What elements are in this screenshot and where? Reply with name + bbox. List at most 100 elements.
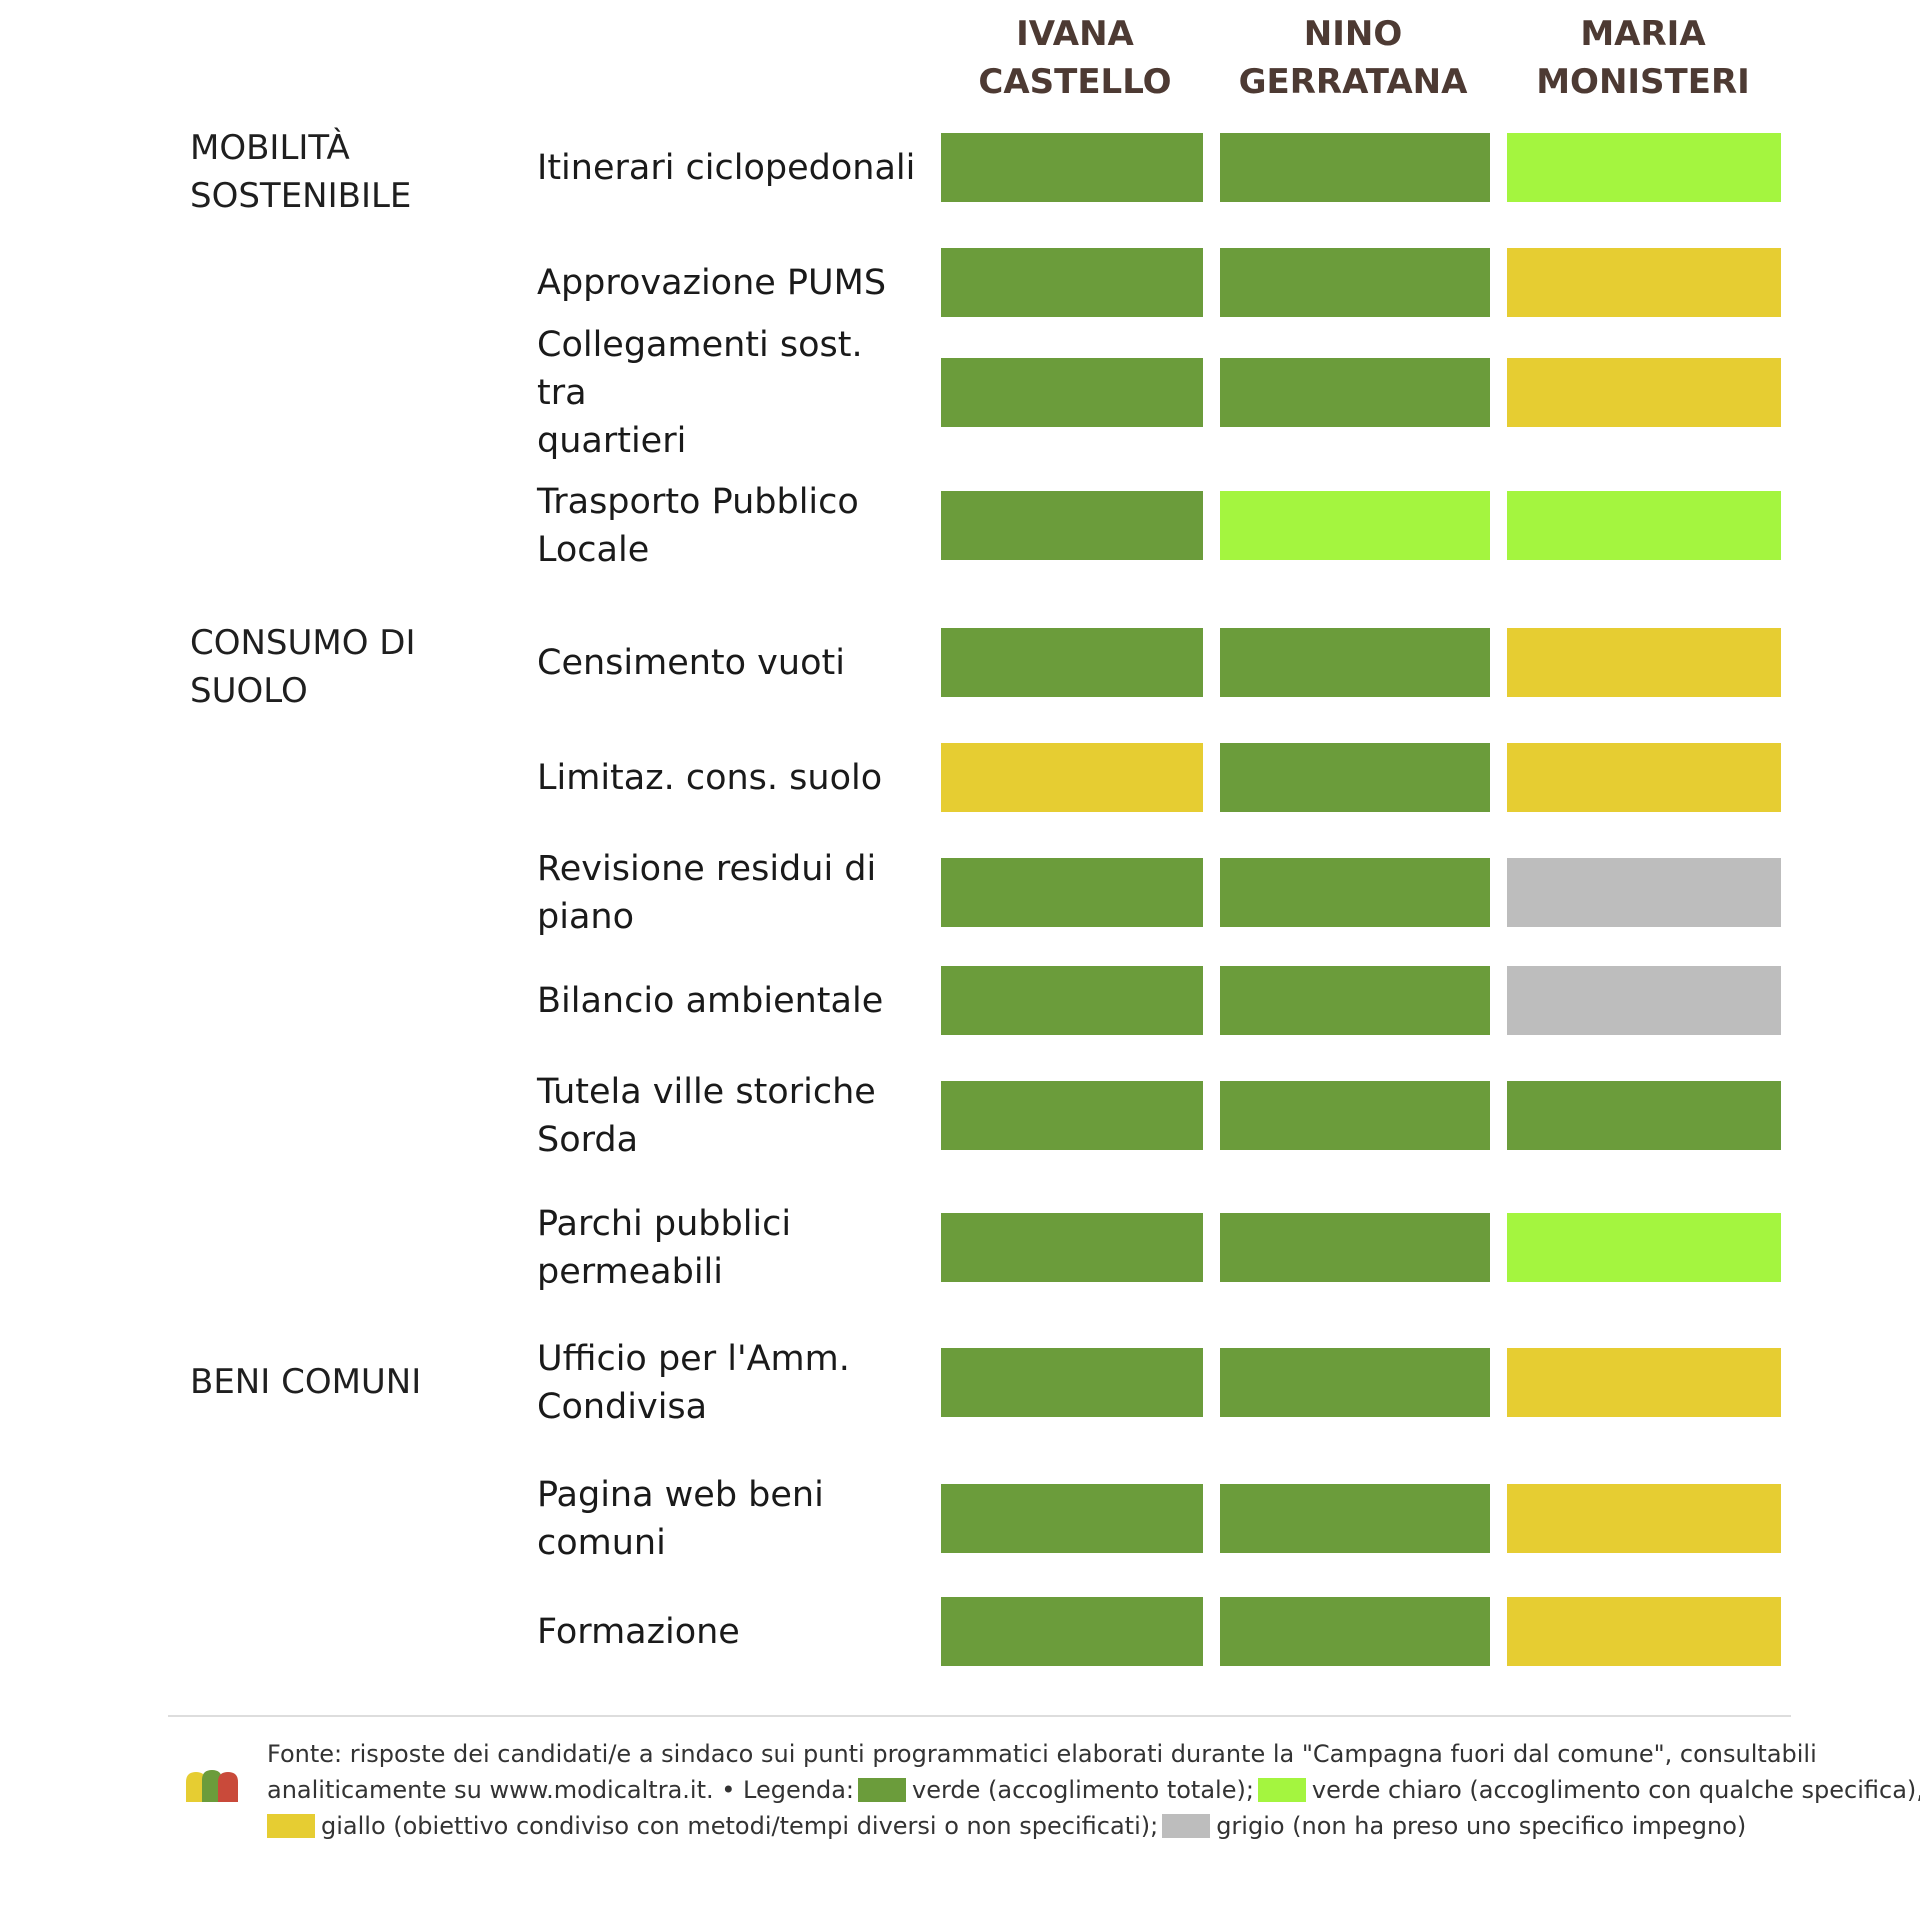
row-label: Revisione residui di piano bbox=[537, 843, 917, 943]
rating-cell bbox=[1507, 1597, 1781, 1666]
rating-cell bbox=[941, 628, 1203, 697]
footer-line-1: Fonte: risposte dei candidati/e a sindac… bbox=[267, 1740, 1817, 1768]
rating-cell bbox=[1220, 133, 1490, 202]
row-label: Parchi pubblici permeabili bbox=[537, 1198, 917, 1298]
row-label-line1: Itinerari ciclopedonali bbox=[537, 147, 916, 188]
candidate-name-line1: NINO bbox=[1303, 14, 1403, 54]
row-label-line2: Locale bbox=[537, 529, 650, 570]
rating-cell bbox=[1507, 133, 1781, 202]
rating-cell bbox=[1507, 491, 1781, 560]
row-label-line1: Censimento vuoti bbox=[537, 642, 845, 683]
rating-cell bbox=[941, 966, 1203, 1035]
rating-cell bbox=[941, 1213, 1203, 1282]
rating-cell bbox=[1507, 1484, 1781, 1553]
rating-cell bbox=[1220, 1484, 1490, 1553]
footer-line-2: analiticamente su www.modicaltra.it. • L… bbox=[267, 1772, 1920, 1808]
rating-cell bbox=[1507, 1348, 1781, 1417]
candidate-name-line2: GERRATANA bbox=[1238, 62, 1468, 102]
row-label: Trasporto Pubblico Locale bbox=[537, 476, 917, 576]
row-label: Censimento vuoti bbox=[537, 613, 917, 713]
rating-cell bbox=[941, 1597, 1203, 1666]
row-label-line1: Trasporto Pubblico bbox=[537, 481, 859, 522]
legend-swatch-verde bbox=[857, 1778, 906, 1802]
legend-label-verde: verde (accoglimento totale); bbox=[911, 1776, 1254, 1804]
row-label: Formazione bbox=[537, 1582, 917, 1682]
rating-cell bbox=[1220, 491, 1490, 560]
rating-cell bbox=[941, 133, 1203, 202]
row-label-line1: Formazione bbox=[537, 1611, 740, 1652]
legend-swatch-giallo bbox=[267, 1814, 315, 1838]
row-label-line1: Bilancio ambientale bbox=[537, 980, 884, 1021]
row-label-line1: Pagina web beni bbox=[537, 1474, 824, 1515]
rating-cell bbox=[1507, 1081, 1781, 1150]
rating-cell bbox=[1220, 1081, 1490, 1150]
category-mobilita: MOBILITÀ SOSTENIBILE bbox=[190, 124, 411, 220]
row-label-line1: Collegamenti sost. tra bbox=[537, 324, 863, 413]
candidate-header-monisteri: MARIA MONISTERI bbox=[1505, 10, 1781, 110]
rating-cell bbox=[1220, 743, 1490, 812]
legend-label-grigio: grigio (non ha preso uno specifico impeg… bbox=[1216, 1812, 1747, 1840]
row-label-line2: Sorda bbox=[537, 1119, 639, 1160]
legend-swatch-verde-chiaro bbox=[1257, 1778, 1306, 1802]
rating-cell bbox=[941, 491, 1203, 560]
rating-cell bbox=[941, 858, 1203, 927]
row-label: Itinerari ciclopedonali bbox=[537, 118, 917, 218]
row-label: Approvazione PUMS bbox=[537, 233, 917, 333]
legend-label-verde-chiaro: verde chiaro (accoglimento con qualche s… bbox=[1311, 1776, 1920, 1804]
row-label-line2: piano bbox=[537, 896, 634, 937]
row-label-line2: Condivisa bbox=[537, 1386, 708, 1427]
category-consumo-suolo: CONSUMO DI SUOLO bbox=[190, 619, 416, 715]
rating-cell bbox=[1507, 743, 1781, 812]
rating-cell bbox=[1220, 966, 1490, 1035]
row-label-line1: Approvazione PUMS bbox=[537, 262, 887, 303]
rating-cell bbox=[1220, 358, 1490, 427]
row-label: Limitaz. cons. suolo bbox=[537, 728, 917, 828]
row-label-line1: Tutela ville storiche bbox=[537, 1071, 876, 1112]
category-label-line1: MOBILITÀ bbox=[190, 128, 350, 168]
legend-swatch-grigio bbox=[1162, 1814, 1211, 1838]
row-label-line1: Parchi pubblici bbox=[537, 1203, 792, 1244]
rating-cell bbox=[1507, 248, 1781, 317]
footer-note: Fonte: risposte dei candidati/e a sindac… bbox=[267, 1736, 1920, 1844]
rating-cell bbox=[1507, 358, 1781, 427]
category-beni-comuni: BENI COMUNI bbox=[190, 1358, 421, 1406]
category-label-line1: CONSUMO DI bbox=[190, 623, 416, 663]
row-label: Tutela ville storiche Sorda bbox=[537, 1066, 917, 1166]
footer-divider bbox=[168, 1715, 1791, 1717]
rating-cell bbox=[941, 743, 1203, 812]
footer-line-3: giallo (obiettivo condiviso con metodi/t… bbox=[267, 1808, 1807, 1844]
row-label-line1: Revisione residui di bbox=[537, 848, 877, 889]
candidate-name-line1: IVANA bbox=[1016, 14, 1134, 54]
candidate-header-gerratana: NINO GERRATANA bbox=[1218, 10, 1488, 110]
category-label-line2: SUOLO bbox=[190, 671, 308, 711]
rating-cell bbox=[1220, 248, 1490, 317]
rating-cell bbox=[1220, 1213, 1490, 1282]
category-label-line1: BENI COMUNI bbox=[190, 1362, 422, 1402]
row-label-line2: permeabili bbox=[537, 1251, 723, 1292]
row-label-line2: comuni bbox=[537, 1522, 666, 1563]
category-label-line2: SOSTENIBILE bbox=[190, 176, 412, 216]
modicaltra-logo-icon bbox=[186, 1770, 238, 1802]
legend-label-giallo: giallo (obiettivo condiviso con metodi/t… bbox=[321, 1812, 1159, 1840]
rating-cell bbox=[941, 1081, 1203, 1150]
row-label: Collegamenti sost. tra quartieri bbox=[537, 325, 917, 461]
candidate-name-line2: MONISTERI bbox=[1536, 62, 1750, 102]
row-label: Pagina web beni comuni bbox=[537, 1469, 917, 1569]
rating-cell bbox=[941, 1348, 1203, 1417]
rating-cell bbox=[1220, 1348, 1490, 1417]
rating-cell bbox=[1507, 966, 1781, 1035]
rating-cell bbox=[1507, 858, 1781, 927]
row-label-line1: Ufficio per l'Amm. bbox=[537, 1338, 850, 1379]
candidate-name-line1: MARIA bbox=[1580, 14, 1706, 54]
candidate-header-castello: IVANA CASTELLO bbox=[940, 10, 1210, 110]
rating-cell bbox=[941, 248, 1203, 317]
candidate-name-line2: CASTELLO bbox=[978, 62, 1172, 102]
row-label: Bilancio ambientale bbox=[537, 951, 917, 1051]
rating-cell bbox=[1220, 1597, 1490, 1666]
rating-cell bbox=[1507, 628, 1781, 697]
rating-cell bbox=[1220, 858, 1490, 927]
rating-cell bbox=[941, 1484, 1203, 1553]
row-label-line2: quartieri bbox=[537, 420, 687, 461]
rating-cell bbox=[941, 358, 1203, 427]
rating-cell bbox=[1507, 1213, 1781, 1282]
